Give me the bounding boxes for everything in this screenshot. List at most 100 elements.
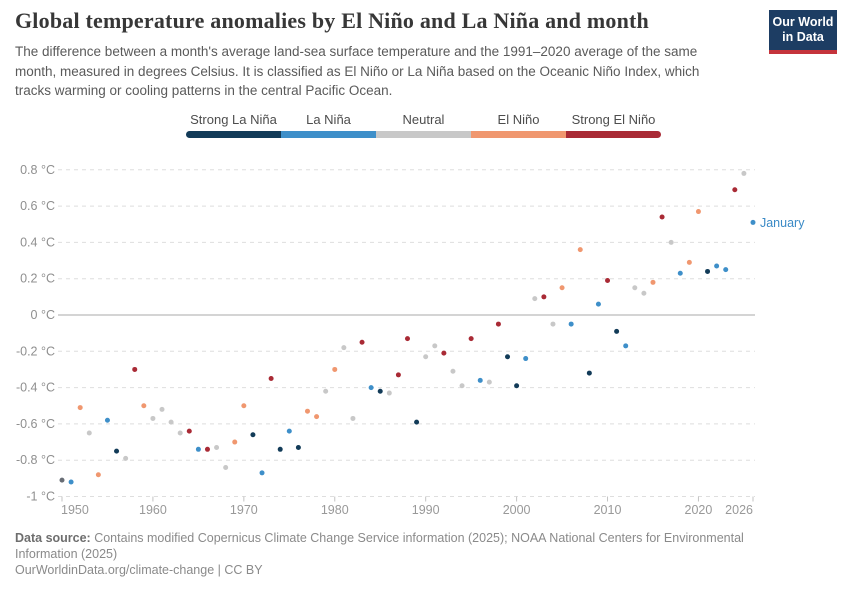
y-axis-label: -0.6 °C bbox=[16, 417, 55, 431]
data-point-2011[interactable] bbox=[614, 328, 620, 334]
y-axis-label: 0.8 °C bbox=[20, 163, 55, 177]
owid-logo-line1: Our World bbox=[772, 15, 834, 29]
data-point-1956[interactable] bbox=[114, 448, 120, 454]
legend-item-strong_la_nina[interactable]: Strong La Niña bbox=[186, 112, 281, 138]
legend-item-el_nino[interactable]: El Niño bbox=[471, 112, 566, 138]
y-axis-label: -0.4 °C bbox=[16, 381, 55, 395]
data-point-2015[interactable] bbox=[650, 279, 656, 285]
data-point-1967[interactable] bbox=[214, 444, 220, 450]
legend-label: El Niño bbox=[497, 112, 540, 127]
data-point-2012[interactable] bbox=[623, 343, 629, 349]
data-point-1968[interactable] bbox=[223, 464, 229, 470]
data-point-1978[interactable] bbox=[314, 414, 320, 420]
data-point-2016[interactable] bbox=[659, 214, 665, 220]
data-point-1966[interactable] bbox=[204, 446, 210, 452]
data-point-1985[interactable] bbox=[377, 388, 383, 394]
data-point-2009[interactable] bbox=[595, 301, 601, 307]
data-point-2023[interactable] bbox=[723, 267, 729, 273]
data-point-1979[interactable] bbox=[323, 388, 329, 394]
data-point-2000[interactable] bbox=[514, 383, 520, 389]
data-point-2005[interactable] bbox=[559, 285, 565, 291]
data-point-2010[interactable] bbox=[605, 278, 611, 284]
data-point-1984[interactable] bbox=[368, 385, 374, 391]
data-point-1993[interactable] bbox=[450, 368, 456, 374]
data-point-1964[interactable] bbox=[186, 428, 192, 434]
data-point-1958[interactable] bbox=[132, 366, 138, 372]
data-point-1981[interactable] bbox=[341, 345, 347, 351]
data-point-1989[interactable] bbox=[414, 419, 420, 425]
data-point-2025[interactable] bbox=[741, 170, 747, 176]
data-point-2004[interactable] bbox=[550, 321, 556, 327]
data-point-2008[interactable] bbox=[586, 370, 592, 376]
data-point-1969[interactable] bbox=[232, 439, 238, 445]
data-point-1975[interactable] bbox=[286, 428, 292, 434]
data-point-2003[interactable] bbox=[541, 294, 547, 300]
data-point-2007[interactable] bbox=[577, 247, 583, 253]
phase-legend: Strong La Niña La Niña Neutral El Niño Stron… bbox=[186, 112, 661, 138]
legend-item-la_nina[interactable]: La Niña bbox=[281, 112, 376, 138]
page-title: Global temperature anomalies by El Niño … bbox=[15, 8, 649, 33]
data-point-1951[interactable] bbox=[68, 479, 74, 485]
legend-item-neutral[interactable]: Neutral bbox=[376, 112, 471, 138]
data-point-1953[interactable] bbox=[86, 430, 92, 436]
data-point-2006[interactable] bbox=[568, 321, 574, 327]
data-point-1990[interactable] bbox=[423, 354, 429, 360]
chart-subtitle: The difference between a month's average… bbox=[15, 44, 700, 98]
data-point-1992[interactable] bbox=[441, 350, 447, 356]
data-point-2021[interactable] bbox=[705, 268, 711, 274]
data-point-1988[interactable] bbox=[404, 336, 410, 342]
data-point-1983[interactable] bbox=[359, 339, 365, 345]
legend-swatch bbox=[566, 131, 661, 138]
data-point-1972[interactable] bbox=[259, 470, 265, 476]
data-point-1977[interactable] bbox=[304, 408, 310, 414]
data-point-2020[interactable] bbox=[695, 209, 701, 215]
series-end-label[interactable]: January bbox=[760, 216, 805, 230]
data-point-1996[interactable] bbox=[477, 377, 483, 383]
data-point-1973[interactable] bbox=[268, 376, 274, 382]
data-point-1952[interactable] bbox=[77, 405, 83, 411]
data-point-1970[interactable] bbox=[241, 403, 247, 409]
data-point-1971[interactable] bbox=[250, 432, 256, 438]
data-point-1986[interactable] bbox=[386, 390, 392, 396]
data-point-1954[interactable] bbox=[95, 472, 101, 478]
data-point-1998[interactable] bbox=[495, 321, 501, 327]
data-point-2019[interactable] bbox=[686, 259, 692, 265]
data-point-1997[interactable] bbox=[486, 379, 492, 385]
data-point-2001[interactable] bbox=[523, 356, 529, 362]
legend-item-strong_el_nino[interactable]: Strong El Niño bbox=[566, 112, 661, 138]
data-point-1961[interactable] bbox=[159, 406, 165, 412]
data-point-1980[interactable] bbox=[332, 366, 338, 372]
data-point-2024[interactable] bbox=[732, 187, 738, 193]
data-point-2022[interactable] bbox=[714, 263, 720, 269]
data-point-1994[interactable] bbox=[459, 383, 465, 389]
data-source-text: Contains modified Copernicus Climate Cha… bbox=[15, 531, 744, 561]
data-point-1960[interactable] bbox=[150, 415, 156, 421]
data-point-2002[interactable] bbox=[532, 296, 538, 302]
data-point-2017[interactable] bbox=[668, 239, 674, 245]
data-point-1987[interactable] bbox=[395, 372, 401, 378]
legend-swatch bbox=[471, 131, 566, 138]
data-point-1959[interactable] bbox=[141, 403, 147, 409]
data-point-2013[interactable] bbox=[632, 285, 638, 291]
data-point-1955[interactable] bbox=[104, 417, 110, 423]
data-point-1995[interactable] bbox=[468, 336, 474, 342]
data-point-2018[interactable] bbox=[677, 270, 683, 276]
legend-swatch bbox=[186, 131, 281, 138]
data-point-1950[interactable] bbox=[59, 477, 65, 483]
owid-logo[interactable]: Our World in Data bbox=[769, 10, 837, 54]
data-point-1999[interactable] bbox=[505, 354, 511, 360]
data-point-1962[interactable] bbox=[168, 419, 174, 425]
data-point-1982[interactable] bbox=[350, 415, 356, 421]
data-point-1976[interactable] bbox=[295, 444, 301, 450]
data-point-1957[interactable] bbox=[123, 455, 129, 461]
y-axis-label: 0 °C bbox=[31, 308, 55, 322]
data-point-1963[interactable] bbox=[177, 430, 183, 436]
license-line[interactable]: OurWorldinData.org/climate-change | CC B… bbox=[15, 563, 263, 577]
x-axis-label: 2000 bbox=[503, 503, 531, 517]
data-point-1974[interactable] bbox=[277, 446, 283, 452]
data-point-2026[interactable] bbox=[750, 219, 756, 225]
data-point-1991[interactable] bbox=[432, 343, 438, 349]
data-point-2014[interactable] bbox=[641, 290, 647, 296]
data-point-1965[interactable] bbox=[195, 446, 201, 452]
